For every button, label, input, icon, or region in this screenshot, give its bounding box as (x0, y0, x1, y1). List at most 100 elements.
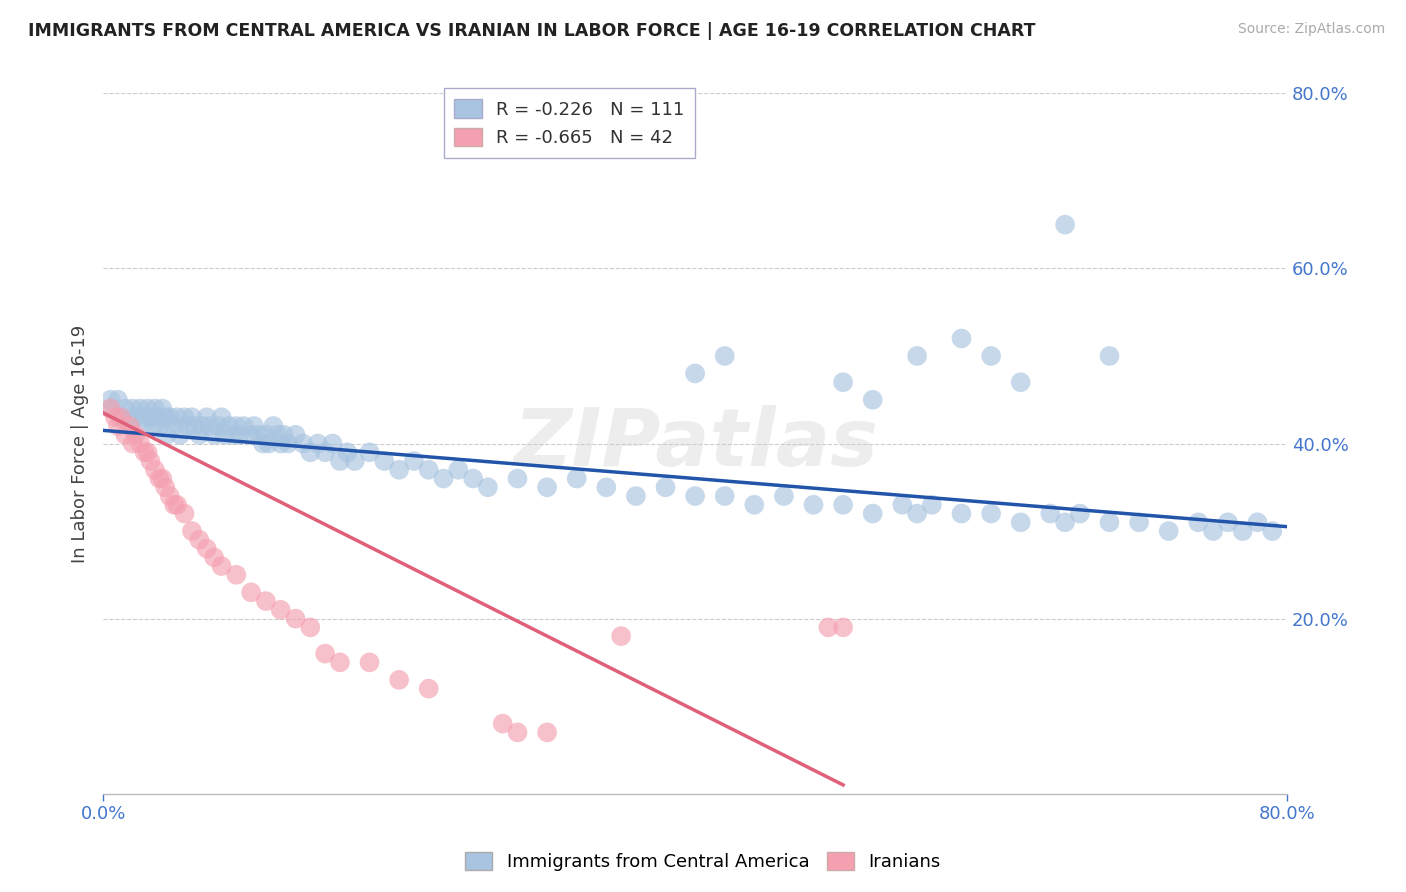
Point (100, 392, 122, 407)
Legend: R = -0.226   N = 111, R = -0.665   N = 42: R = -0.226 N = 111, R = -0.665 N = 42 (444, 88, 695, 158)
Point (373, 454, 395, 468)
Point (104, 410, 127, 425)
Point (291, 436, 314, 450)
Point (817, 620, 839, 634)
Point (136, 445, 159, 459)
Point (388, 463, 411, 477)
Point (477, 480, 499, 494)
Point (146, 410, 169, 425)
Point (159, 410, 181, 425)
Point (492, 716, 515, 731)
Point (240, 585, 263, 599)
Point (336, 445, 359, 459)
Point (118, 419, 141, 434)
Point (100, 401, 122, 416)
Point (284, 611, 307, 625)
Point (202, 550, 225, 565)
Point (1039, 507, 1062, 521)
Point (388, 673, 411, 687)
Text: ZIPatlas: ZIPatlas (513, 404, 877, 483)
Point (114, 401, 136, 416)
Point (273, 427, 295, 442)
Point (139, 410, 162, 425)
Point (110, 410, 132, 425)
Point (1069, 507, 1091, 521)
Point (195, 541, 218, 556)
Point (198, 419, 221, 434)
Point (447, 463, 470, 477)
Point (950, 507, 973, 521)
Point (173, 410, 195, 425)
Point (163, 419, 186, 434)
Point (218, 419, 240, 434)
Point (1128, 516, 1150, 530)
Point (181, 524, 204, 538)
Point (143, 401, 166, 416)
Point (329, 656, 352, 670)
Point (139, 454, 162, 468)
Point (211, 410, 233, 425)
Point (150, 471, 173, 485)
Point (181, 410, 204, 425)
Point (432, 471, 454, 485)
Point (257, 436, 280, 450)
Point (314, 647, 336, 661)
Point (169, 427, 191, 442)
Point (329, 454, 352, 468)
Point (173, 507, 195, 521)
Point (1216, 516, 1239, 530)
Point (832, 620, 855, 634)
Point (107, 419, 129, 434)
Text: Source: ZipAtlas.com: Source: ZipAtlas.com (1237, 22, 1385, 37)
Point (225, 419, 247, 434)
Point (314, 445, 336, 459)
Point (148, 471, 170, 485)
Point (155, 410, 177, 425)
Point (299, 620, 322, 634)
Point (683, 489, 706, 503)
Point (905, 507, 928, 521)
Y-axis label: In Labor Force | Age 16-19: In Labor Force | Age 16-19 (72, 325, 89, 563)
Point (1098, 516, 1121, 530)
Point (832, 498, 855, 512)
Point (166, 498, 188, 512)
Point (148, 419, 170, 434)
Point (121, 401, 143, 416)
Point (905, 349, 928, 363)
Point (506, 725, 529, 739)
Point (1054, 218, 1077, 232)
Point (1232, 524, 1254, 538)
Point (267, 427, 290, 442)
Point (359, 445, 381, 459)
Point (225, 567, 247, 582)
Point (461, 471, 484, 485)
Point (773, 489, 796, 503)
Point (624, 489, 647, 503)
Point (254, 427, 277, 442)
Point (506, 471, 529, 485)
Point (299, 445, 322, 459)
Point (195, 410, 218, 425)
Point (125, 410, 148, 425)
Point (188, 427, 211, 442)
Point (125, 427, 148, 442)
Point (142, 419, 165, 434)
Point (862, 392, 884, 407)
Point (191, 419, 214, 434)
Point (402, 454, 425, 468)
Point (188, 533, 211, 547)
Point (536, 725, 558, 739)
Point (284, 427, 307, 442)
Point (121, 436, 143, 450)
Point (150, 401, 173, 416)
Text: IMMIGRANTS FROM CENTRAL AMERICA VS IRANIAN IN LABOR FORCE | AGE 16-19 CORRELATIO: IMMIGRANTS FROM CENTRAL AMERICA VS IRANI… (28, 22, 1036, 40)
Point (277, 436, 299, 450)
Point (214, 427, 236, 442)
Point (207, 419, 229, 434)
Point (418, 681, 440, 696)
Point (1261, 524, 1284, 538)
Point (159, 489, 181, 503)
Point (1157, 524, 1180, 538)
Point (803, 498, 825, 512)
Point (211, 559, 233, 574)
